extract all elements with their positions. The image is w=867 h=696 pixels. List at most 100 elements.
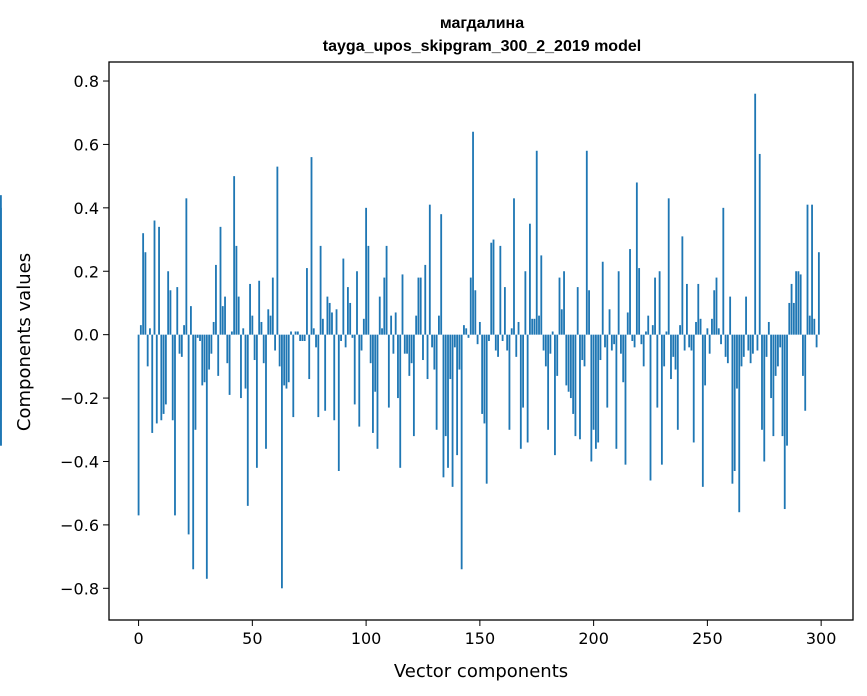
bar-66 <box>287 334 290 383</box>
plot-frame <box>108 61 854 621</box>
y-tick-label: −0.2 <box>60 389 99 408</box>
bar-270 <box>751 334 754 354</box>
bar-35 <box>217 334 220 376</box>
bar-119 <box>408 334 411 376</box>
bar-211 <box>617 271 620 335</box>
bar-192 <box>574 334 577 437</box>
bar-188 <box>565 334 568 386</box>
bar-229 <box>658 271 661 335</box>
bar-109 <box>385 245 388 335</box>
bar-160 <box>501 334 504 341</box>
bar-136 <box>447 334 449 468</box>
bar-144 <box>465 328 468 335</box>
bar-106 <box>378 296 381 335</box>
bar-295 <box>808 315 811 335</box>
bar-228 <box>656 334 659 408</box>
bar-68 <box>292 334 295 418</box>
bar-242 <box>688 334 691 348</box>
bar-294 <box>806 204 809 335</box>
bar-193 <box>576 287 579 335</box>
bar-203 <box>599 334 602 361</box>
chart-subtitle: tayga_upos_skipgram_300_2_2019 model <box>323 38 641 55</box>
bar-91 <box>344 334 347 348</box>
bar-166 <box>515 334 518 357</box>
bar-21 <box>185 198 188 335</box>
bar-204 <box>601 261 604 335</box>
bar-173 <box>531 318 534 335</box>
bar-145 <box>467 334 470 338</box>
bar-78 <box>315 334 317 348</box>
bar-161 <box>503 287 506 335</box>
bar-194 <box>579 334 581 440</box>
bar-72 <box>301 334 304 341</box>
bar-1 <box>139 325 142 335</box>
bar-282 <box>779 334 782 348</box>
bar-197 <box>585 150 588 335</box>
bar-284 <box>783 334 786 510</box>
bar-41 <box>230 331 233 335</box>
bar-240 <box>683 334 686 351</box>
bar-130 <box>433 334 436 370</box>
bar-38 <box>224 296 226 335</box>
bar-275 <box>763 334 766 462</box>
bar-14 <box>169 290 172 335</box>
bar-34 <box>215 264 217 335</box>
bar-49 <box>249 283 251 335</box>
bar-118 <box>406 334 408 354</box>
bar-149 <box>476 334 479 345</box>
bar-90 <box>342 258 345 335</box>
bar-2 <box>142 233 145 335</box>
bar-153 <box>485 334 488 484</box>
bar-207 <box>608 309 611 335</box>
bar-208 <box>610 334 613 351</box>
y-tick-label: 0.8 <box>74 72 99 91</box>
bar-67 <box>290 331 292 335</box>
bar-10 <box>160 334 163 421</box>
bar-142 <box>460 334 463 570</box>
bar-103 <box>372 334 374 433</box>
bar-51 <box>253 334 256 361</box>
bar-244 <box>692 334 695 443</box>
bar-71 <box>299 334 302 341</box>
bar-152 <box>483 334 486 424</box>
chart-title: магдалина <box>440 15 524 32</box>
bar-40 <box>228 334 231 395</box>
bar-131 <box>435 334 438 430</box>
bar-122 <box>415 315 418 335</box>
bar-101 <box>367 245 370 335</box>
bar-263 <box>736 334 738 389</box>
bar-255 <box>717 328 720 335</box>
bar-82 <box>324 334 327 411</box>
x-axis-label: Vector components <box>394 661 568 682</box>
bar-85 <box>331 312 333 335</box>
bar-223 <box>645 331 647 335</box>
x-tick-label: 250 <box>692 629 723 648</box>
bar-18 <box>178 334 181 354</box>
bar-191 <box>572 334 575 414</box>
bar-133 <box>440 214 443 335</box>
bar-undefined <box>0 334 2 446</box>
bar-232 <box>665 331 668 335</box>
bar-124 <box>419 277 422 335</box>
bar-239 <box>681 236 684 335</box>
bar-250 <box>706 328 709 335</box>
y-tick-label: 0.2 <box>74 262 99 281</box>
bar-110 <box>387 334 390 408</box>
bar-227 <box>654 277 656 335</box>
bar-299 <box>817 252 820 335</box>
bar-19 <box>180 334 183 357</box>
bar-216 <box>629 249 631 335</box>
bar-43 <box>235 245 238 335</box>
bar-150 <box>478 321 481 335</box>
bar-182 <box>551 331 554 335</box>
x-tick-label: 150 <box>465 629 496 648</box>
bar-226 <box>651 325 654 335</box>
bar-279 <box>772 334 775 437</box>
bar-215 <box>626 312 629 335</box>
bar-261 <box>731 334 734 484</box>
bar-220 <box>638 268 641 335</box>
bar-176 <box>538 315 540 335</box>
bar-58 <box>269 315 272 335</box>
bar-98 <box>360 334 363 351</box>
bar-74 <box>306 268 308 335</box>
